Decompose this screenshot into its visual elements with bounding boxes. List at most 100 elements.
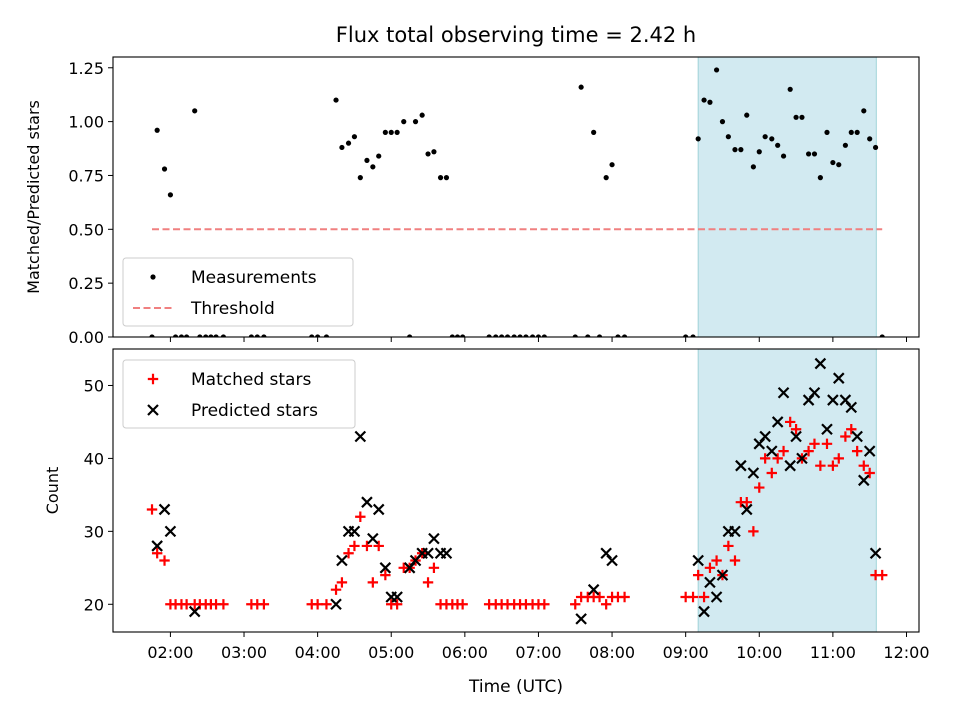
measurement-point — [493, 334, 499, 337]
matched-star-point — [833, 453, 844, 464]
y-tick-label: 50 — [84, 376, 104, 395]
y-tick-label: 0.75 — [68, 166, 104, 185]
matched-star-point — [809, 438, 820, 450]
plot-frame — [112, 348, 920, 633]
predicted-star-point — [851, 430, 863, 443]
matched-star-point — [343, 548, 354, 559]
measurement-point — [861, 108, 867, 114]
matched-star-point — [827, 460, 839, 471]
matched-star-point — [349, 540, 360, 552]
matched-star-point — [321, 599, 332, 610]
x-tick-label: 02:00 — [147, 643, 193, 662]
measurement-point — [431, 149, 437, 155]
measurement-point — [541, 334, 547, 337]
measurement-point — [425, 151, 431, 157]
measurement-point — [872, 144, 879, 151]
matched-star-point — [754, 482, 765, 493]
y-tick-label: 20 — [84, 595, 104, 614]
matched-star-point — [312, 599, 323, 610]
predicted-star-point — [845, 401, 858, 414]
matched-star-point — [457, 599, 468, 610]
measurement-point — [254, 334, 260, 337]
measurement-point — [370, 164, 376, 170]
matched-star-point — [687, 591, 699, 603]
matched-star-point — [539, 599, 550, 610]
legend-label: Measurements — [191, 268, 317, 288]
measurement-point — [388, 129, 394, 135]
matched-star-point — [361, 540, 373, 552]
y-axis-label: Count — [43, 467, 62, 515]
predicted-star-point — [735, 459, 747, 472]
predicted-star-point — [808, 386, 821, 399]
measurement-point — [412, 119, 419, 125]
measurement-point — [725, 134, 731, 140]
predicted-star-point — [698, 605, 710, 618]
x-tick-label: 11:00 — [810, 643, 856, 662]
predicted-star-point — [379, 562, 392, 574]
predicted-star-point — [151, 540, 163, 552]
predicted-star-point — [354, 430, 367, 443]
matched-star-point — [355, 511, 366, 522]
measurement-point — [309, 334, 315, 337]
predicted-star-point — [348, 525, 361, 538]
observing-span — [698, 57, 877, 337]
y-tick-label: 40 — [84, 449, 104, 468]
matched-star-point — [729, 555, 741, 566]
predicted-star-point — [821, 423, 833, 436]
measurement-point — [523, 334, 529, 337]
data-marks — [149, 67, 885, 337]
x-tick-label: 08:00 — [589, 643, 635, 662]
predicted-star-point — [330, 598, 342, 611]
y-tick-label: 0.50 — [68, 220, 104, 239]
measurement-point — [535, 334, 542, 337]
predicted-star-point — [372, 503, 385, 516]
measurement-point — [517, 334, 523, 337]
matched-star-point — [704, 562, 716, 574]
matched-star-point — [815, 460, 826, 471]
predicted-star-point — [164, 525, 177, 538]
y-axis-label: Matched/Predicted stars — [24, 100, 43, 294]
legend-label: Threshold — [190, 299, 275, 319]
y-tick-label: 1.25 — [68, 59, 104, 78]
predicted-star-point — [766, 445, 778, 457]
y-tick-label: 0.25 — [68, 274, 104, 293]
x-axis-label: Time (UTC) — [468, 677, 563, 697]
predicted-star-point — [759, 430, 771, 443]
measurement-point — [817, 175, 823, 181]
matched-star-point — [748, 526, 759, 537]
measurement-point — [167, 192, 174, 198]
measurement-point — [750, 164, 756, 170]
matched-star-point — [778, 445, 789, 457]
measurement-point — [701, 97, 707, 103]
predicted-star-point — [367, 532, 379, 545]
x-tick-label: 04:00 — [295, 643, 341, 662]
measurement-point — [178, 334, 185, 337]
matched-star-point — [373, 540, 384, 552]
measurement-point — [345, 140, 352, 146]
matched-star-point — [336, 577, 348, 588]
observing-span — [698, 349, 877, 632]
measurement-point — [499, 334, 505, 337]
matched-star-point — [784, 416, 796, 428]
measurement-point — [683, 334, 689, 337]
matched-star-point — [692, 569, 704, 581]
matched-star-point — [772, 453, 783, 464]
measurement-point — [161, 166, 168, 172]
measurement-point — [149, 334, 155, 337]
matched-star-point — [698, 591, 710, 603]
measurement-point — [690, 334, 696, 337]
measurement-point — [854, 129, 860, 135]
matched-star-point — [858, 460, 869, 471]
y-tick-label: 1.00 — [68, 113, 104, 132]
ratio-panel: 0.00 0.25 0.50 0.75 1.00 1.25 Matched/Predicte… — [24, 56, 920, 347]
predicted-star-point — [716, 569, 729, 581]
measurement-point — [793, 114, 799, 120]
legend-marker — [150, 274, 156, 280]
measurement-point — [351, 134, 358, 140]
matched-star-point — [600, 599, 612, 610]
data-marks — [146, 357, 888, 625]
plot-frame — [112, 56, 920, 338]
matched-star-point — [146, 504, 158, 515]
measurement-point — [787, 86, 793, 92]
